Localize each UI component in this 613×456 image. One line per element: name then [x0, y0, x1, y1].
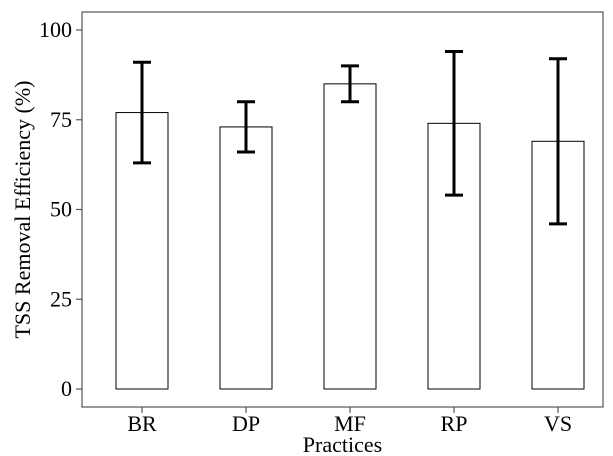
x-tick-label: DP [232, 411, 260, 436]
y-axis-title: TSS Removal Efficiency (%) [10, 80, 35, 338]
y-axis: 0 25 50 75 100 [39, 17, 82, 401]
y-tick-label: 0 [61, 376, 72, 401]
x-tick-label: MF [334, 411, 366, 436]
x-tick-label: VS [544, 411, 572, 436]
y-tick-label: 25 [50, 286, 72, 311]
error-bars-group [133, 50, 567, 226]
bar-mf [323, 83, 377, 390]
bar-dp [219, 126, 273, 390]
y-tick-label: 50 [50, 197, 72, 222]
error-bar-dp [237, 100, 255, 154]
error-bar-mf [341, 64, 359, 104]
x-axis: BR DP MF RP VS [127, 407, 572, 436]
error-bar-vs [549, 57, 567, 226]
error-bar-br [133, 60, 151, 165]
x-tick-label: BR [127, 411, 157, 436]
y-tick-label: 75 [50, 107, 72, 132]
y-tick-label: 100 [39, 17, 72, 42]
x-axis-title: Practices [303, 432, 382, 456]
x-tick-label: RP [441, 411, 468, 436]
error-bar-rp [445, 50, 463, 197]
